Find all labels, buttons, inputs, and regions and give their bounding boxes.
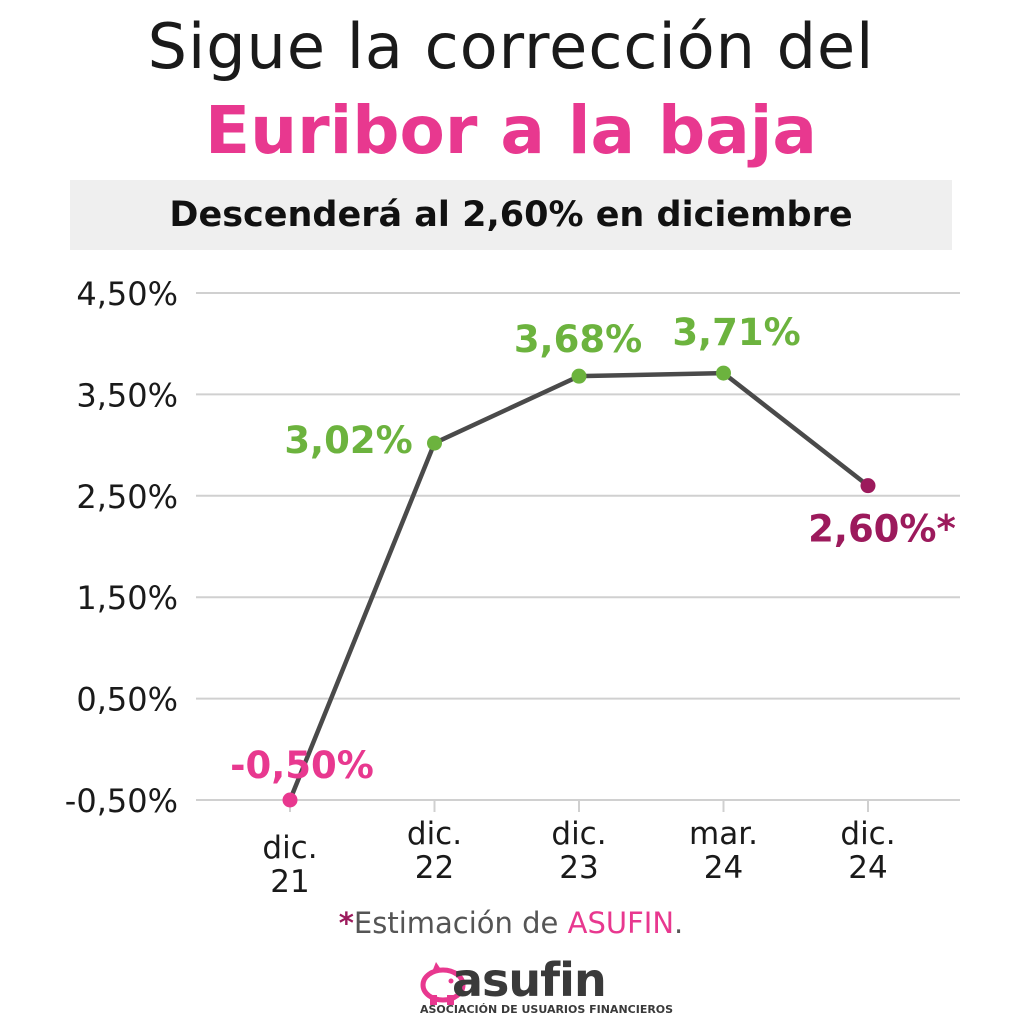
data-point	[716, 365, 731, 381]
footnote-text: Estimación de	[353, 906, 568, 940]
x-tick-label-line: mar.	[689, 816, 758, 852]
y-tick-label: 4,50%	[76, 275, 178, 313]
asufin-logo: asufin ASOCIACIÓN DE USUARIOS FINANCIERO…	[400, 953, 673, 1020]
data-label: 3,68%	[514, 318, 642, 361]
footnote: *Estimación de ASUFIN.	[0, 906, 1022, 940]
y-tick-label: 2,50%	[76, 478, 178, 516]
data-point	[571, 368, 587, 384]
x-tick-label-line: dic.	[262, 830, 317, 866]
y-tick-label: 0,50%	[76, 681, 178, 719]
x-tick-label: dic. 21	[262, 830, 317, 900]
x-tick-label-line: dic.	[840, 816, 895, 852]
y-tick-label: -0,50%	[65, 782, 178, 820]
x-tick-label: mar. 24	[689, 816, 758, 886]
x-tick-label-line: dic.	[407, 816, 462, 852]
x-tick-label: dic. 24	[840, 816, 895, 886]
x-tick-label-line: 24	[848, 850, 887, 886]
subtitle-text: Descenderá al 2,60% en diciembre	[169, 195, 853, 235]
footnote-star: *	[338, 906, 354, 940]
data-label: 3,71%	[672, 311, 800, 354]
data-label: -0,50%	[230, 744, 374, 787]
x-tick-label-line: 23	[559, 850, 598, 886]
logo-word: asufin	[452, 953, 607, 1007]
data-label: 2,60%*	[808, 508, 956, 551]
x-tick-label: dic. 22	[407, 816, 462, 886]
x-tick-label: dic. 23	[551, 816, 606, 886]
y-tick-label: 3,50%	[76, 376, 178, 414]
chart-title-line2: Euribor a la baja	[205, 92, 817, 169]
x-tick-label-line: 24	[704, 850, 743, 886]
footnote-end: .	[674, 906, 684, 940]
chart-title-line1: Sigue la corrección del	[147, 10, 875, 83]
euribor-line-chart: -0,50%0,50%1,50%2,50%3,50%4,50% dic. 21di…	[65, 275, 960, 900]
data-label: 3,02%	[284, 419, 412, 462]
data-point	[427, 435, 442, 451]
y-tick-label: 1,50%	[76, 579, 178, 617]
x-tick-label-line: dic.	[551, 816, 606, 852]
x-tick-label-line: 21	[270, 864, 309, 900]
logo-tagline: ASOCIACIÓN DE USUARIOS FINANCIEROS	[420, 1003, 674, 1016]
data-point	[860, 478, 876, 494]
subtitle-banner: Descenderá al 2,60% en diciembre	[70, 180, 952, 250]
data-point	[282, 792, 298, 808]
x-tick-label-line: 22	[415, 850, 454, 886]
footnote-brand: ASUFIN	[567, 906, 675, 940]
piggy-bank-icon	[420, 962, 466, 1005]
